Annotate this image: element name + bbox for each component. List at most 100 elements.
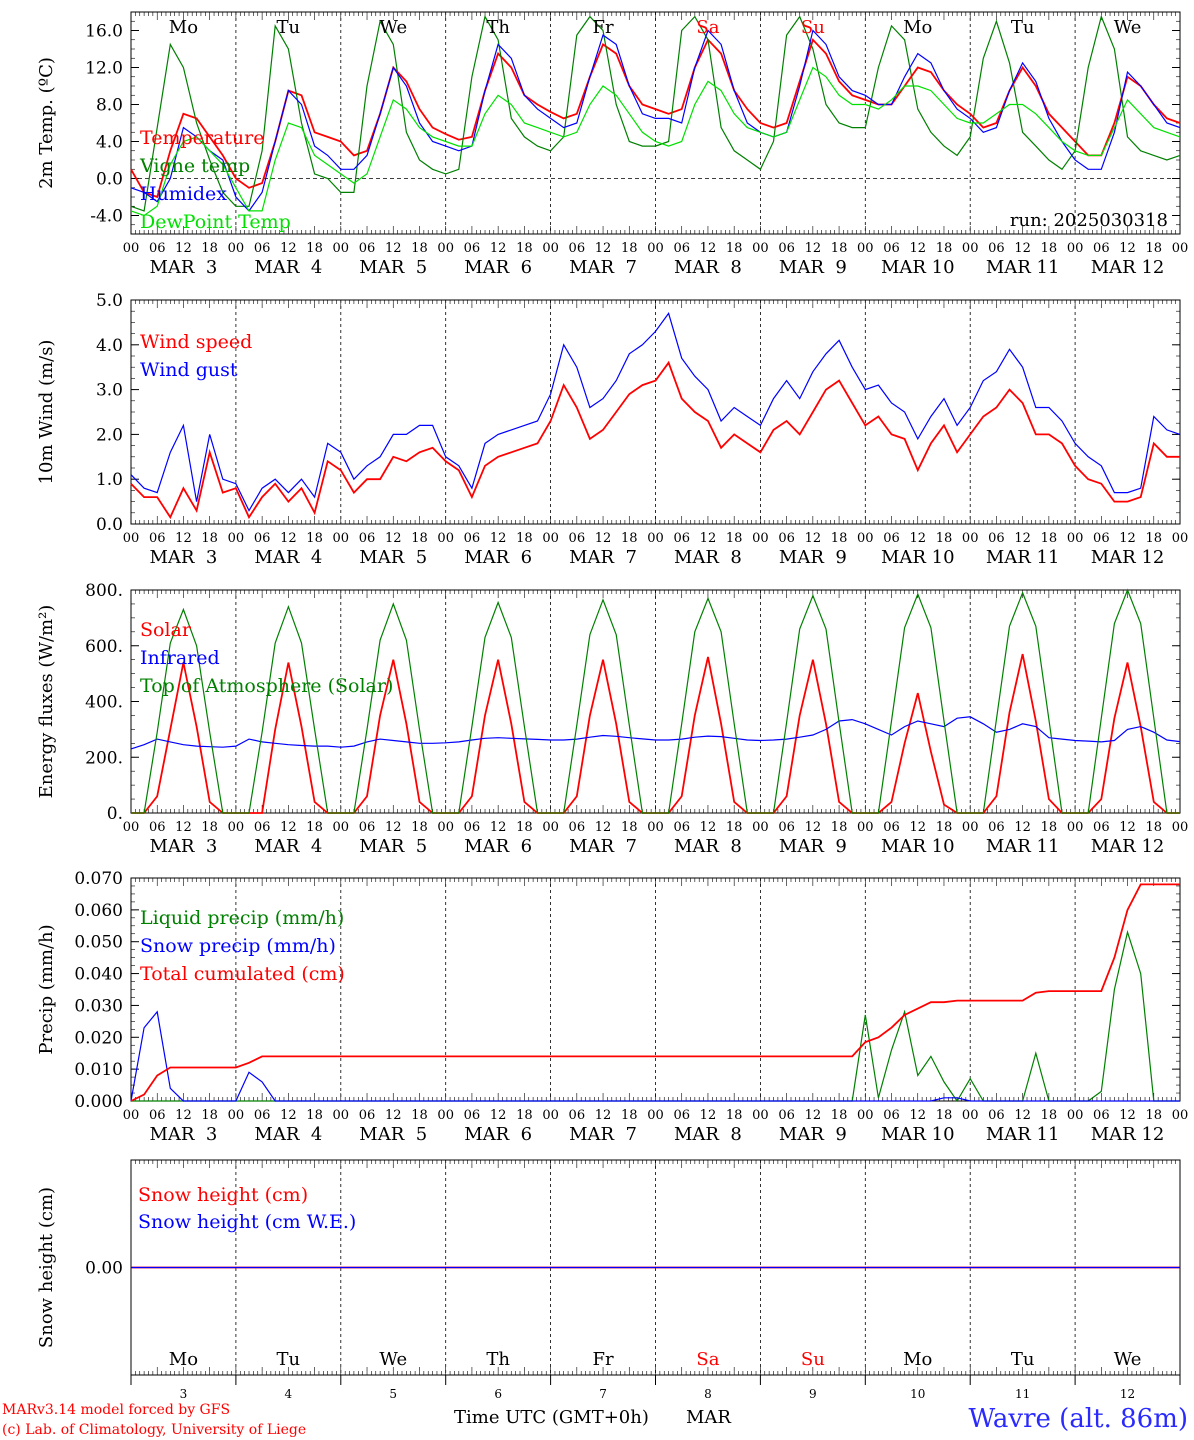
hour-tick-label: 18	[726, 820, 743, 835]
x-axis-month: MAR	[686, 1407, 731, 1428]
hour-tick-label: 18	[411, 241, 428, 256]
weekday-label-top: Tu	[277, 17, 301, 38]
hour-tick-label: 00	[857, 1108, 874, 1123]
weekday-label-bottom: Sa	[696, 1349, 719, 1370]
hour-tick-label: 06	[569, 531, 586, 546]
hour-tick-label: 06	[883, 1108, 900, 1123]
hour-tick-label: 12	[805, 531, 822, 546]
hour-tick-label: 18	[1041, 531, 1058, 546]
hour-tick-label: 06	[673, 241, 690, 256]
hour-tick-label: 00	[1067, 241, 1084, 256]
weekday-label-top: Sa	[696, 17, 719, 38]
hour-tick-label: 00	[333, 820, 350, 835]
hour-tick-label: 12	[1014, 820, 1031, 835]
weekday-label-top: Su	[801, 17, 825, 38]
weekday-label-top: Mo	[903, 17, 932, 38]
hour-tick-label: 18	[936, 241, 953, 256]
date-label: MAR 10	[881, 547, 955, 568]
hour-tick-label: 18	[201, 1108, 218, 1123]
series-line-dewpoint-temp	[130, 66, 1181, 217]
chart-panels: -4.0 0.0 4.0 8.0 12.0 16.0 2m Temp. (ºC) Temper…	[36, 11, 1188, 1401]
date-label: MAR 9	[779, 547, 847, 568]
date-label: MAR 3	[150, 257, 218, 278]
run-label: run: 2025030318	[1010, 210, 1168, 231]
x-axis-label: Time UTC (GMT+0h)	[454, 1407, 649, 1428]
hour-tick-label: 18	[1041, 1108, 1058, 1123]
y-tick-label: 400.	[85, 693, 123, 713]
y-tick-label: 800.	[85, 581, 123, 601]
legend-entry: Infrared	[140, 647, 220, 669]
hour-tick-label: 12	[700, 531, 717, 546]
y-tick-label: 0.0	[96, 170, 123, 190]
hour-tick-label: 06	[673, 531, 690, 546]
weekday-label-bottom: Tu	[277, 1349, 301, 1370]
y-tick-label: 0.070	[74, 869, 123, 889]
legend-entry: Wind gust	[140, 359, 238, 381]
hour-tick-label: 06	[359, 531, 376, 546]
hour-tick-label: 06	[1093, 1108, 1110, 1123]
hour-tick-label: 18	[726, 241, 743, 256]
hour-tick-label: 06	[778, 241, 795, 256]
hour-tick-label: 06	[254, 241, 271, 256]
hour-tick-label: 00	[1172, 1108, 1189, 1123]
y-tick-label: 12.0	[85, 59, 123, 79]
y-axis-label: 10m Wind (m/s)	[36, 340, 57, 485]
hour-tick-label: 00	[752, 531, 769, 546]
date-label: MAR 7	[569, 257, 637, 278]
hour-tick-label: 06	[1093, 820, 1110, 835]
hour-tick-label: 18	[1041, 820, 1058, 835]
date-label: MAR 5	[359, 1124, 427, 1145]
hour-tick-label: 12	[1119, 1108, 1136, 1123]
date-label: MAR 10	[881, 1124, 955, 1145]
hour-tick-label: 12	[805, 241, 822, 256]
hour-tick-label: 18	[1146, 531, 1163, 546]
hour-tick-label: 06	[149, 531, 166, 546]
hour-tick-label: 00	[333, 1108, 350, 1123]
date-label: MAR 4	[254, 1124, 322, 1145]
y-axis-label: Energy fluxes (W/m²)	[36, 605, 57, 799]
hour-tick-label: 12	[909, 531, 926, 546]
panel-3: 0. 200. 400. 600. 800. Energy fluxes (W/m²) So…	[36, 581, 1188, 857]
hour-tick-label: 00	[437, 531, 454, 546]
hour-tick-label: 18	[306, 241, 323, 256]
hour-tick-label: 06	[464, 531, 481, 546]
legend-entry: Vigne temp	[139, 155, 250, 177]
day-number-label: 11	[1015, 1387, 1030, 1401]
date-label: MAR 8	[674, 257, 742, 278]
hour-tick-label: 18	[1146, 241, 1163, 256]
hour-tick-label: 12	[595, 1108, 612, 1123]
hour-tick-label: 00	[962, 1108, 979, 1123]
hour-tick-label: 00	[857, 241, 874, 256]
y-tick-label: 0.020	[74, 1028, 123, 1048]
hour-tick-label: 12	[700, 1108, 717, 1123]
panel-4: 0.000 0.010 0.020 0.030 0.040 0.050 0.060 0.070…	[36, 869, 1188, 1145]
hour-tick-label: 18	[936, 1108, 953, 1123]
credit-line-2: (c) Lab. of Climatology, University of L…	[2, 1422, 306, 1438]
weekday-label-top: Th	[486, 17, 510, 38]
hour-tick-label: 06	[778, 1108, 795, 1123]
hour-tick-label: 06	[988, 1108, 1005, 1123]
hour-tick-label: 18	[621, 241, 638, 256]
hour-tick-label: 06	[149, 820, 166, 835]
hour-tick-label: 18	[726, 1108, 743, 1123]
hour-tick-label: 00	[123, 241, 140, 256]
date-label: MAR 12	[1091, 1124, 1165, 1145]
plot-frame	[130, 589, 1181, 814]
hour-tick-label: 12	[280, 820, 297, 835]
y-tick-label: 0.	[107, 804, 123, 824]
hour-tick-label: 06	[464, 820, 481, 835]
date-label: MAR 11	[986, 257, 1060, 278]
y-tick-label: 16.0	[85, 22, 123, 42]
hour-tick-label: 06	[1093, 531, 1110, 546]
hour-tick-label: 18	[411, 531, 428, 546]
weekday-label-top: Mo	[169, 17, 198, 38]
hour-tick-label: 18	[831, 1108, 848, 1123]
hour-tick-label: 00	[962, 531, 979, 546]
hour-tick-label: 18	[411, 1108, 428, 1123]
legend-entry: Temperature	[140, 127, 264, 149]
hour-tick-label: 18	[306, 820, 323, 835]
y-tick-label: 4.0	[96, 133, 123, 153]
hour-tick-label: 18	[621, 1108, 638, 1123]
hour-tick-label: 00	[542, 531, 559, 546]
